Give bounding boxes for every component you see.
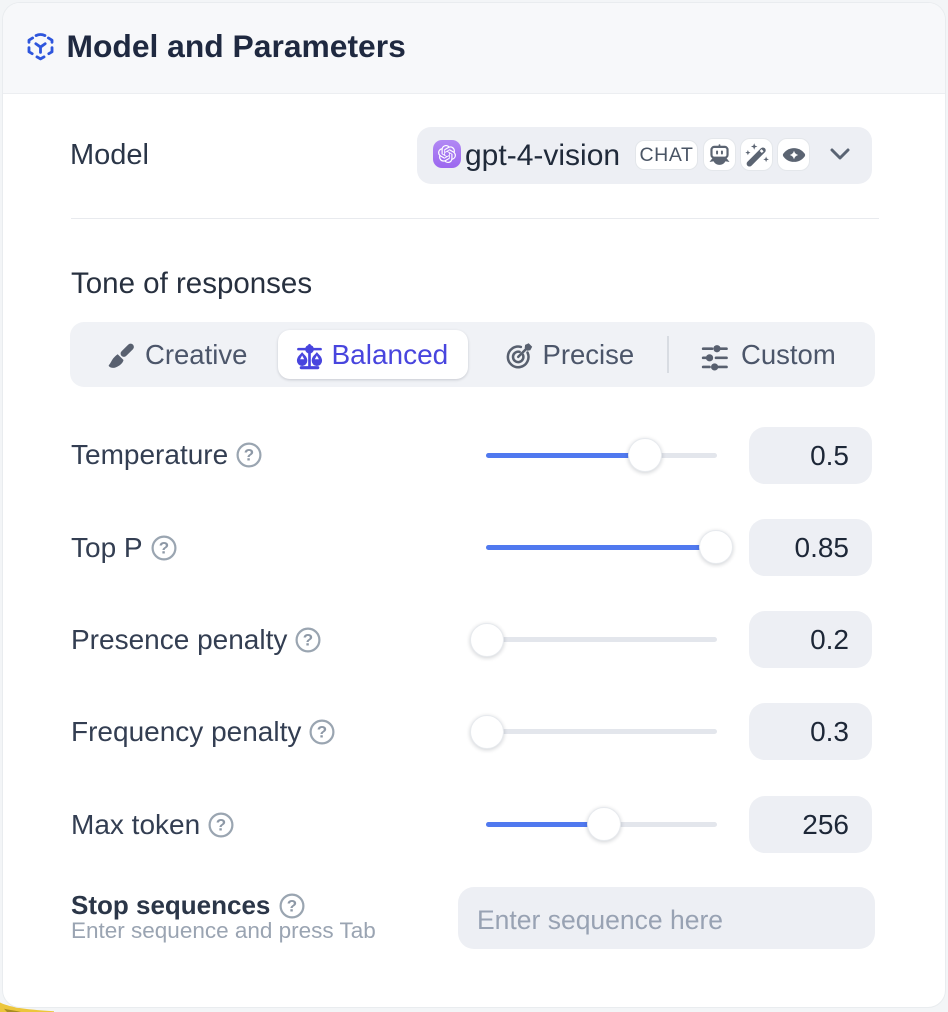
svg-text:?: ?: [158, 538, 168, 557]
svg-text:?: ?: [216, 815, 226, 834]
svg-text:?: ?: [317, 722, 327, 741]
svg-text:?: ?: [244, 445, 254, 464]
svg-text:?: ?: [303, 630, 313, 649]
svg-text:?: ?: [287, 896, 297, 915]
